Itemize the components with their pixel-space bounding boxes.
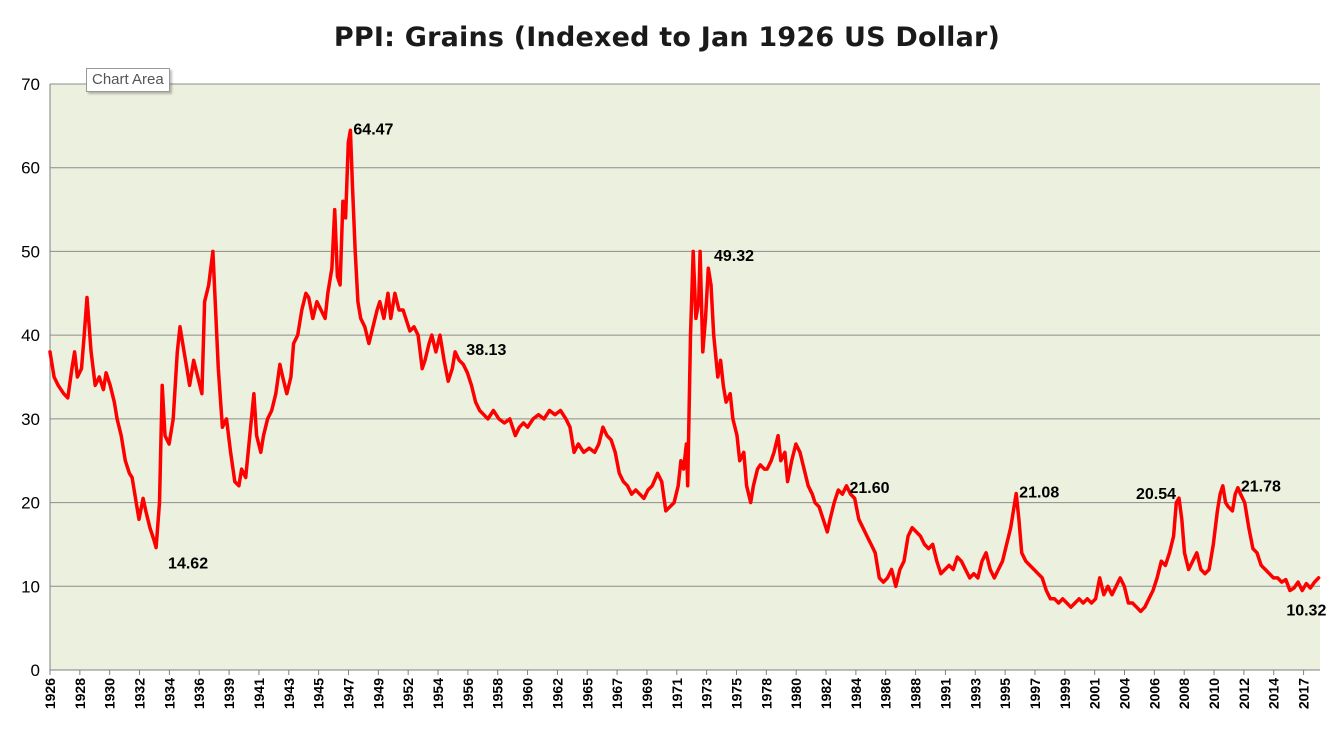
x-tick-label: 1965 bbox=[579, 678, 595, 709]
y-tick-label: 20 bbox=[21, 494, 40, 513]
x-tick-label: 1984 bbox=[848, 678, 864, 709]
chart-title: PPI: Grains (Indexed to Jan 1926 US Doll… bbox=[333, 22, 1001, 53]
x-tick-label: 1986 bbox=[878, 678, 894, 709]
x-tick-label: 1962 bbox=[549, 678, 565, 709]
data-label: 20.54 bbox=[1136, 486, 1176, 503]
y-tick-label: 0 bbox=[31, 661, 40, 680]
x-tick-label: 2017 bbox=[1296, 678, 1312, 709]
x-tick-label: 1958 bbox=[490, 678, 506, 709]
x-tick-label: 1997 bbox=[1027, 678, 1043, 709]
data-label: 64.47 bbox=[353, 121, 393, 138]
x-tick-label: 1939 bbox=[221, 678, 237, 709]
data-annotations: 64.47 14.62 38.13 49.32 21.60 21.08 20.54 21.78… bbox=[168, 121, 1326, 619]
data-label: 21.60 bbox=[849, 480, 889, 497]
data-label: 21.08 bbox=[1019, 485, 1059, 502]
x-tick-label: 1943 bbox=[281, 678, 297, 709]
data-label: 21.78 bbox=[1241, 479, 1281, 496]
x-axis bbox=[49, 84, 1320, 675]
x-tick-label: 1969 bbox=[639, 678, 655, 709]
data-label: 49.32 bbox=[714, 248, 754, 265]
x-tick-label: 1930 bbox=[102, 678, 118, 709]
x-tick-label: 1993 bbox=[967, 678, 983, 709]
x-tick-label: 1960 bbox=[520, 678, 536, 709]
series-line bbox=[48, 128, 1321, 614]
x-tick-label: 1945 bbox=[311, 678, 327, 709]
x-tick-label: 1941 bbox=[251, 678, 267, 709]
y-tick-label: 50 bbox=[21, 242, 40, 261]
x-tick-label: 2012 bbox=[1236, 678, 1252, 709]
data-label: 14.62 bbox=[168, 556, 208, 573]
x-tick-label: 1971 bbox=[669, 678, 685, 709]
x-tick-label: 1934 bbox=[161, 678, 177, 709]
data-label: 10.32 bbox=[1286, 603, 1326, 620]
plot-area-background[interactable] bbox=[50, 84, 1320, 670]
x-tick-label: 1995 bbox=[997, 678, 1013, 709]
x-tick-label: 2014 bbox=[1266, 678, 1282, 709]
x-tick-label: 2008 bbox=[1176, 678, 1192, 709]
data-label: 38.13 bbox=[466, 342, 506, 359]
x-tick-label: 1928 bbox=[72, 678, 88, 709]
x-tick-label: 2001 bbox=[1087, 678, 1103, 709]
chart-area-tooltip: Chart Area bbox=[86, 68, 170, 92]
y-tick-label: 70 bbox=[21, 75, 40, 94]
x-tick-label: 2004 bbox=[1117, 678, 1133, 709]
x-tick-label: 1949 bbox=[370, 678, 386, 709]
x-tick-label: 1947 bbox=[340, 678, 356, 709]
x-tick-label: 1926 bbox=[42, 678, 58, 709]
x-tick-label: 1980 bbox=[788, 678, 804, 709]
x-tick-label: 1967 bbox=[609, 678, 625, 709]
x-tick-label: 1999 bbox=[1057, 678, 1073, 709]
series-group bbox=[48, 128, 1321, 614]
x-tick-label: 1952 bbox=[400, 678, 416, 709]
x-tick-label: 1988 bbox=[908, 678, 924, 709]
y-axis-tick-labels: 0 10 20 30 40 50 60 70 bbox=[21, 75, 40, 680]
x-tick-label: 1982 bbox=[818, 678, 834, 709]
x-tick-label: 1978 bbox=[758, 678, 774, 709]
x-tick-label: 2006 bbox=[1146, 678, 1162, 709]
x-tick-label: 1936 bbox=[191, 678, 207, 709]
y-tick-label: 40 bbox=[21, 326, 40, 345]
x-tick-label: 1973 bbox=[699, 678, 715, 709]
x-tick-label: 1991 bbox=[937, 678, 953, 709]
y-tick-label: 10 bbox=[21, 577, 40, 596]
x-tick-label: 1932 bbox=[132, 678, 148, 709]
x-tick-label: 1956 bbox=[460, 678, 476, 709]
y-tick-label: 30 bbox=[21, 410, 40, 429]
y-tick-label: 60 bbox=[21, 159, 40, 178]
x-tick-label: 1975 bbox=[728, 678, 744, 709]
x-axis-tick-labels: 1926 1928 1930 1932 1934 1936 1939 1941 1943 1945… bbox=[42, 678, 1312, 709]
x-tick-label: 1954 bbox=[430, 678, 446, 709]
x-tick-label: 2010 bbox=[1206, 678, 1222, 709]
